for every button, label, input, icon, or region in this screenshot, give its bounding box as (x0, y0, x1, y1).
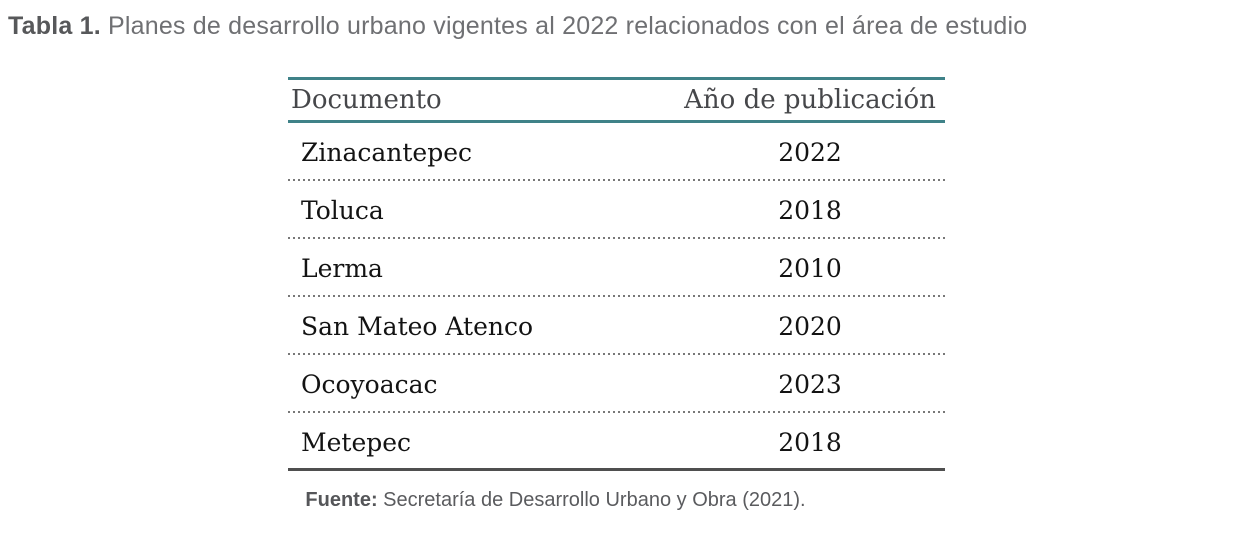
cell-documento: Toluca (301, 195, 384, 225)
table-row: Metepec 2018 (288, 413, 945, 471)
cell-anio: 2020 (778, 311, 842, 341)
cell-documento: Ocoyoacac (301, 369, 438, 399)
table-caption: Tabla 1. Planes de desarrollo urbano vig… (8, 12, 1027, 41)
cell-anio: 2022 (778, 137, 842, 167)
cell-documento: Lerma (301, 253, 383, 283)
table-row: Ocoyoacac 2023 (288, 355, 945, 413)
source-text: Secretaría de Desarrollo Urbano y Obra (… (377, 489, 806, 511)
cell-anio: 2010 (778, 253, 842, 283)
table-caption-text: Planes de desarrollo urbano vigentes al … (100, 12, 1028, 40)
table-caption-number: Tabla 1. (8, 12, 101, 40)
cell-anio: 2023 (778, 369, 842, 399)
table-row: Lerma 2010 (288, 239, 945, 297)
column-header-anio: Año de publicación (684, 85, 936, 115)
cell-documento: Zinacantepec (301, 137, 473, 167)
cell-anio: 2018 (778, 195, 842, 225)
cell-documento: San Mateo Atenco (301, 311, 534, 341)
source-note: Fuente: Secretaría de Desarrollo Urbano … (227, 489, 884, 512)
table-row: San Mateo Atenco 2020 (288, 297, 945, 355)
cell-anio: 2018 (778, 427, 842, 457)
table-row: Zinacantepec 2022 (288, 123, 945, 181)
source-label: Fuente: (305, 489, 378, 511)
column-header-documento: Documento (291, 85, 442, 115)
table-header-row: Documento Año de publicación (288, 77, 945, 123)
table-row: Toluca 2018 (288, 181, 945, 239)
cell-documento: Metepec (301, 427, 412, 457)
plans-table: Documento Año de publicación Zinacantepe… (288, 77, 945, 471)
